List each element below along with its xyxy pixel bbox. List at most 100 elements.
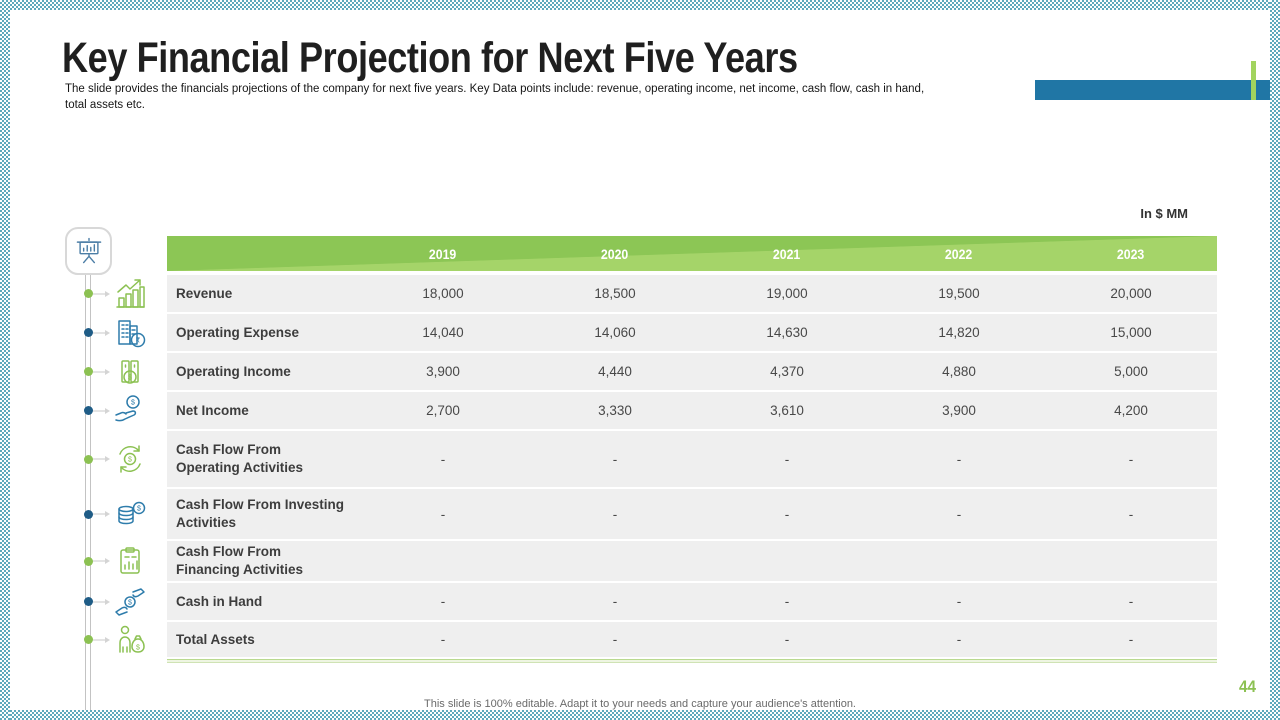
value-cell: - <box>612 451 618 467</box>
value-cell: 15,000 <box>1110 325 1152 340</box>
value-cell: - <box>784 451 790 467</box>
value-cell: - <box>784 632 790 647</box>
timeline-dot <box>84 406 93 415</box>
value-cell <box>529 541 701 581</box>
timeline-dot <box>84 328 93 337</box>
year-header-cell: 2020 <box>601 245 629 262</box>
value-cell: 14,820 <box>938 325 980 340</box>
value-cell: - <box>1128 632 1134 647</box>
footer-note: This slide is 100% editable. Adapt it to… <box>424 698 856 710</box>
presentation-box <box>65 227 112 275</box>
table-row: Operating Income 3,900 4,440 4,370 4,880 5,00… <box>167 353 1217 390</box>
table-row: Cash Flow From Operating Activities - - - - - <box>167 431 1217 487</box>
svg-text:$: $ <box>128 599 132 606</box>
accent-bar <box>1035 80 1270 100</box>
value-cell <box>357 541 529 581</box>
value-cell: 3,610 <box>770 403 804 418</box>
table-row: Net Income 2,700 3,330 3,610 3,900 4,200 <box>167 392 1217 429</box>
table-bottom-rule <box>167 659 1217 663</box>
row-label: Cash Flow From Operating Activities <box>176 442 304 475</box>
hand-coin-icon: $ <box>110 391 150 431</box>
timeline-dot <box>84 454 93 464</box>
hands-exchange-icon: $ <box>110 582 150 622</box>
table-row: Revenue 18,000 18,500 19,000 19,500 20,000 <box>167 275 1217 312</box>
timeline-dot <box>84 597 93 606</box>
value-cell: 14,040 <box>422 325 464 340</box>
connector-arrow-icon <box>93 455 110 463</box>
frame-border-bottom <box>0 710 1280 720</box>
value-cell: - <box>956 632 962 647</box>
table-row: Cash Flow From Financing Activities <box>167 541 1217 581</box>
value-cell <box>701 541 873 581</box>
value-cell: 19,000 <box>766 286 808 301</box>
row-label: Net Income <box>176 402 249 418</box>
row-label: Cash in Hand <box>176 593 263 609</box>
page-number: 44 <box>1238 677 1256 696</box>
timeline-dot <box>84 635 93 644</box>
value-cell: - <box>440 632 446 647</box>
connector-arrow-icon <box>93 329 110 337</box>
value-cell: - <box>440 594 446 609</box>
value-cell: - <box>612 594 618 609</box>
accent-tick <box>1251 61 1256 100</box>
value-cell: 19,500 <box>938 286 980 301</box>
slide-subtitle: The slide provides the financials projec… <box>65 83 925 111</box>
svg-text:$: $ <box>128 457 132 464</box>
row-label: Cash Flow From Investing Activities <box>176 497 345 530</box>
connector-arrow-icon <box>93 598 110 606</box>
value-cell: - <box>784 594 790 609</box>
connector-arrow-icon <box>93 407 110 415</box>
financial-report-icon <box>110 541 150 581</box>
row-label: Cash Flow From Financing Activities <box>176 544 304 577</box>
svg-text:$: $ <box>137 506 141 513</box>
value-cell: 3,900 <box>942 403 976 418</box>
value-cell: 4,440 <box>598 364 632 379</box>
value-cell: 20,000 <box>1110 286 1152 301</box>
value-cell: 14,630 <box>766 325 808 340</box>
value-cell: 4,200 <box>1114 403 1148 418</box>
timeline-dot <box>84 289 93 298</box>
unit-label: In $ MM <box>1140 206 1188 221</box>
value-cell: - <box>440 506 446 522</box>
cash-cycle-icon: $ <box>110 439 150 479</box>
connector-arrow-icon <box>93 557 110 565</box>
year-header-cell: 2023 <box>1117 245 1145 262</box>
timeline-dot <box>84 509 93 519</box>
value-cell: 18,000 <box>422 286 464 301</box>
timeline-line <box>85 275 91 710</box>
value-cell: - <box>1128 594 1134 609</box>
year-header-cell: 2022 <box>945 245 973 262</box>
value-cell: 14,060 <box>594 325 636 340</box>
row-label: Operating Expense <box>176 324 300 340</box>
building-coin-icon: ₹ <box>110 313 150 353</box>
table-body: Revenue 18,000 18,500 19,000 19,500 20,000 Ope… <box>167 275 1217 657</box>
coin-stack-icon: $ <box>110 494 150 534</box>
page-title: Key Financial Projection for Next Five Y… <box>62 34 798 82</box>
value-cell: - <box>612 632 618 647</box>
value-cell: - <box>956 506 962 522</box>
value-cell: - <box>1128 451 1134 467</box>
value-cell <box>873 541 1045 581</box>
connector-arrow-icon <box>93 636 110 644</box>
value-cell: 5,000 <box>1114 364 1148 379</box>
frame-border-top <box>0 0 1280 10</box>
financial-table: 2019 2020 2021 2022 2023 Revenue 18,000 18,500… <box>167 236 1217 663</box>
connector-arrow-icon <box>93 290 110 298</box>
table-row: Total Assets - - - - - <box>167 622 1217 657</box>
frame-border-left <box>0 0 10 720</box>
connector-arrow-icon <box>93 368 110 376</box>
person-moneybag-icon: $ <box>110 620 150 660</box>
value-cell: - <box>956 451 962 467</box>
value-cell: 4,880 <box>942 364 976 379</box>
svg-text:$: $ <box>136 644 140 651</box>
presentation-board-icon <box>73 235 105 267</box>
table-header-row: 2019 2020 2021 2022 2023 <box>167 236 1217 271</box>
value-cell: - <box>440 451 446 467</box>
value-cell: - <box>956 594 962 609</box>
value-cell: 3,900 <box>426 364 460 379</box>
svg-text:$: $ <box>131 399 135 406</box>
value-cell: - <box>784 506 790 522</box>
value-cell: 3,330 <box>598 403 632 418</box>
growth-chart-icon <box>110 274 150 314</box>
year-header-cell: 2019 <box>429 245 457 262</box>
